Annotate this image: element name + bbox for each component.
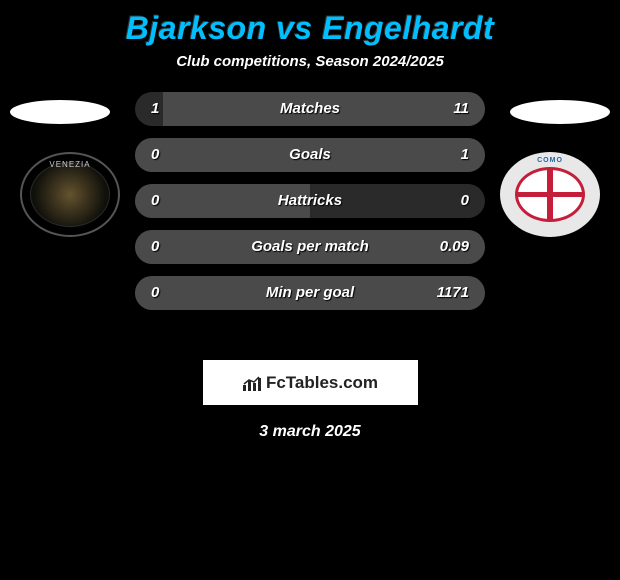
stats-list: 1Matches110Goals10Hattricks00Goals per m… <box>135 92 485 322</box>
chart-icon <box>242 373 262 393</box>
stat-right-value: 0.09 <box>440 230 469 264</box>
stat-label: Goals <box>135 138 485 172</box>
stat-label: Goals per match <box>135 230 485 264</box>
watermark: FcTables.com <box>203 360 418 405</box>
date-text: 3 march 2025 <box>0 423 620 441</box>
stat-right-value: 1 <box>461 138 469 172</box>
stat-row: 0Goals1 <box>135 138 485 172</box>
stat-row: 0Hattricks0 <box>135 184 485 218</box>
page-title: Bjarkson vs Engelhardt <box>0 0 620 53</box>
club-badge-left <box>20 152 120 237</box>
stat-label: Matches <box>135 92 485 126</box>
stat-right-value: 11 <box>453 92 469 126</box>
stat-row: 0Goals per match0.09 <box>135 230 485 264</box>
page-subtitle: Club competitions, Season 2024/2025 <box>0 53 620 70</box>
watermark-text: FcTables.com <box>266 373 378 393</box>
compare-area: 1Matches110Goals10Hattricks00Goals per m… <box>0 92 620 342</box>
stat-row: 0Min per goal1171 <box>135 276 485 310</box>
stat-label: Hattricks <box>135 184 485 218</box>
stat-right-value: 0 <box>461 184 469 218</box>
country-flag-right <box>510 100 610 124</box>
club-badge-right <box>500 152 600 237</box>
stat-row: 1Matches11 <box>135 92 485 126</box>
country-flag-left <box>10 100 110 124</box>
stat-right-value: 1171 <box>437 276 469 310</box>
stat-label: Min per goal <box>135 276 485 310</box>
